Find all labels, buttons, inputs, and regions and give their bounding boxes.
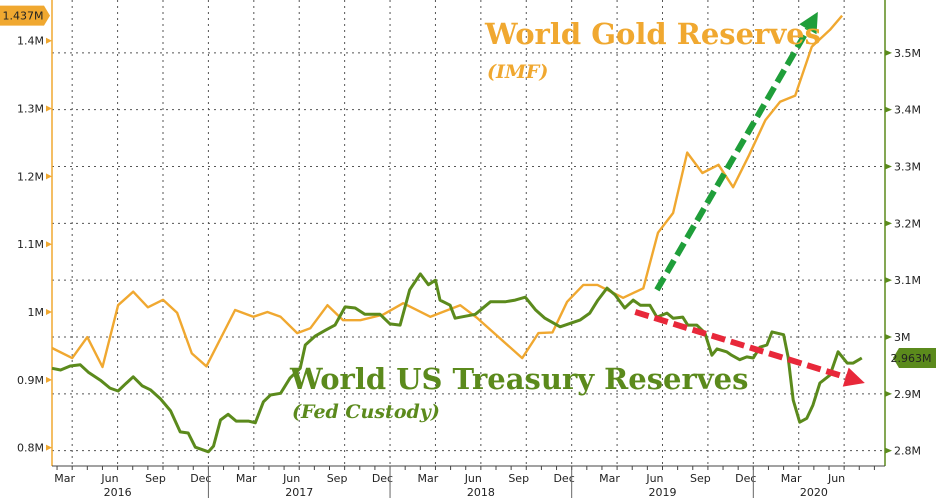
right-tick-mark <box>885 333 892 340</box>
right-tick-mark <box>885 447 892 454</box>
right-tick-label: 3.5M <box>894 47 921 60</box>
left-tick-mark <box>46 309 52 316</box>
left-tick-label: 1.1M <box>17 238 44 251</box>
right-tick-mark <box>885 220 892 227</box>
gold-reserves-line <box>51 14 844 369</box>
treasury-reserves-line <box>51 272 863 454</box>
up-trend-arrow-shaft <box>654 27 811 292</box>
x-month-label: Mar <box>54 472 75 485</box>
x-month-label: Jun <box>827 472 845 485</box>
up-trend-arrow-head <box>799 11 818 35</box>
gridlines <box>52 0 885 466</box>
left-tick-mark <box>46 37 52 44</box>
right-tick-label: 3.2M <box>894 217 921 230</box>
left-tick-label: 1.4M <box>17 35 44 48</box>
left-tick-label: 1.3M <box>17 103 44 116</box>
gold-series-title: World Gold Reserves <box>484 17 821 51</box>
treasury-series-title: World US Treasury Reserves <box>289 362 748 396</box>
treasury-last-value-label: 2.963M <box>891 352 932 365</box>
right-tick-mark <box>885 277 892 284</box>
right-tick-label: 3.4M <box>894 104 921 117</box>
right-tick-label: 2.8M <box>894 445 921 458</box>
x-month-label: Mar <box>781 472 802 485</box>
left-tick-mark <box>46 173 52 180</box>
series-labels: World Gold Reserves (IMF) World US Treas… <box>289 17 821 423</box>
x-month-label: Sep <box>508 472 529 485</box>
treasury-last-value-badge <box>893 348 936 369</box>
right-tick-label: 2.9M <box>894 388 921 401</box>
left-tick-label: 1M <box>28 306 45 319</box>
x-month-label: Sep <box>690 472 711 485</box>
x-month-label: Dec <box>735 472 756 485</box>
x-year-label: 2016 <box>104 486 132 498</box>
x-month-label: Mar <box>418 472 439 485</box>
gold-last-value-badge <box>0 5 50 26</box>
right-tick-label: 3.3M <box>894 161 921 174</box>
left-tick-mark <box>46 241 52 248</box>
right-tick-label: 3M <box>894 331 911 344</box>
trend-arrows <box>634 11 865 387</box>
right-tick-mark <box>885 390 892 397</box>
x-month-label: Jun <box>464 472 482 485</box>
down-trend-arrow-head <box>842 367 865 387</box>
right-tick-label: 3.1M <box>894 274 921 287</box>
left-tick-label: 0.8M <box>17 442 44 455</box>
x-month-label: Jun <box>645 472 663 485</box>
x-month-label: Sep <box>327 472 348 485</box>
x-month-label: Sep <box>145 472 166 485</box>
x-month-label: Dec <box>372 472 393 485</box>
left-tick-mark <box>46 376 52 383</box>
left-tick-label: 1.2M <box>17 170 44 183</box>
left-tick-label: 0.9M <box>17 374 44 387</box>
x-month-label: Dec <box>190 472 211 485</box>
right-tick-mark <box>885 163 892 170</box>
axes: 0.8M 0.9M 1M 1.1M 1.2M 1.3M 1.4M 2.8M 2.9M 3M 3.1M… <box>17 0 921 498</box>
x-year-label: 2019 <box>648 486 676 498</box>
gold-last-value-label: 1.437M <box>3 10 44 23</box>
x-year-label: 2020 <box>800 486 828 498</box>
left-tick-mark <box>46 444 52 451</box>
treasury-series-subtitle: (Fed Custody) <box>292 401 440 423</box>
right-tick-mark <box>885 49 892 56</box>
down-trend-arrow-shaft <box>634 309 847 380</box>
x-month-label: Jun <box>100 472 118 485</box>
x-month-label: Mar <box>236 472 257 485</box>
x-year-label: 2018 <box>467 486 495 498</box>
x-year-label: 2017 <box>285 486 313 498</box>
x-month-label: Dec <box>553 472 574 485</box>
x-month-label: Mar <box>599 472 620 485</box>
last-value-badges: 1.437M 2.963M <box>0 5 936 369</box>
left-tick-mark <box>46 105 52 112</box>
right-tick-mark <box>885 106 892 113</box>
x-month-label: Jun <box>282 472 300 485</box>
gold-series-subtitle: (IMF) <box>487 61 548 83</box>
